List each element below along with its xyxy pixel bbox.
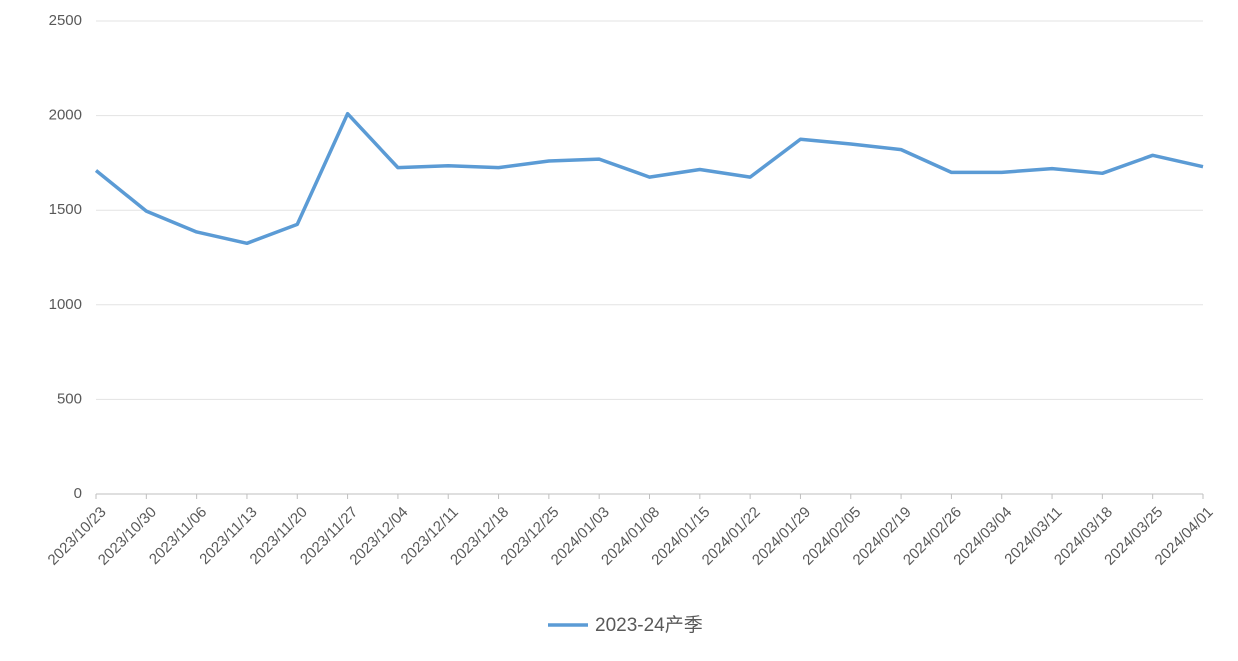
- series-line: [94, 111, 1204, 246]
- y-tick-label: 1500: [49, 201, 82, 218]
- y-tick-label: 1000: [49, 296, 82, 313]
- y-tick-label: 0: [74, 485, 82, 502]
- legend-label: 2023-24产季: [595, 614, 703, 636]
- y-tick-label: 2500: [49, 12, 82, 29]
- y-tick-label: 2000: [49, 107, 82, 124]
- y-tick-label: 500: [57, 390, 82, 407]
